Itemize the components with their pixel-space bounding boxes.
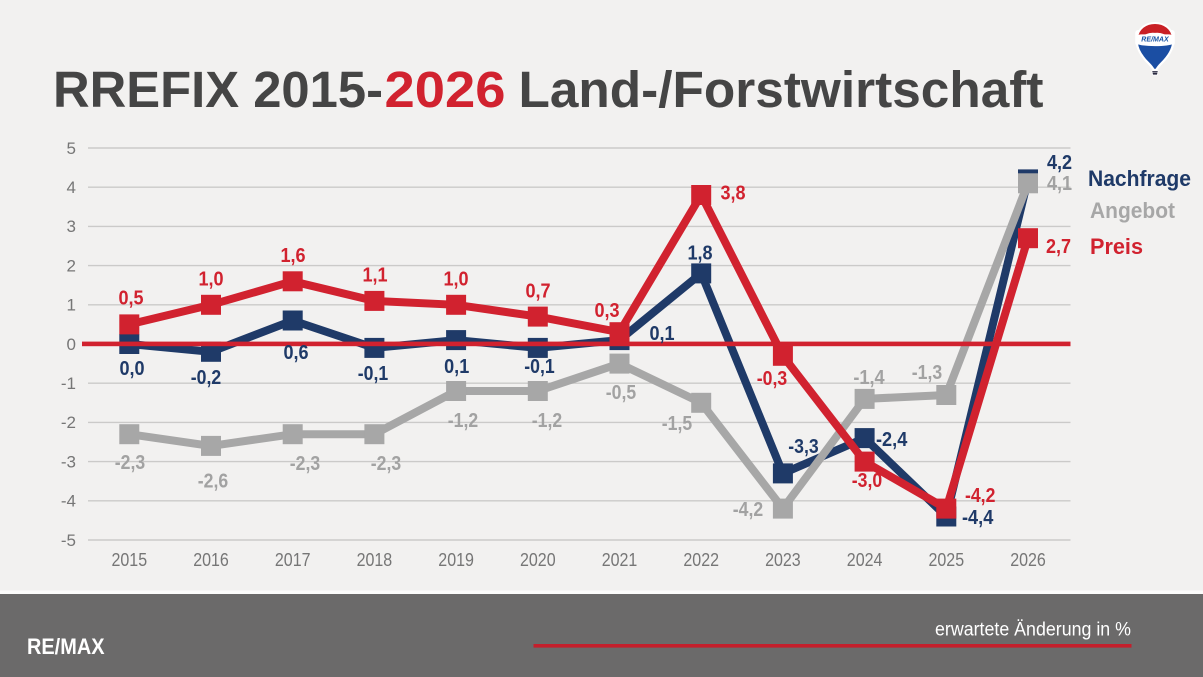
svg-text:2022: 2022	[683, 550, 719, 570]
svg-text:-0,3: -0,3	[757, 368, 787, 390]
svg-text:-1,3: -1,3	[912, 362, 942, 384]
svg-text:-3,0: -3,0	[852, 470, 882, 492]
svg-text:-1,5: -1,5	[662, 413, 692, 435]
svg-text:4,2: 4,2	[1047, 152, 1072, 174]
svg-text:2: 2	[67, 256, 76, 275]
svg-text:2020: 2020	[520, 550, 556, 570]
svg-text:3,8: 3,8	[721, 183, 746, 205]
svg-text:Preis: Preis	[1090, 234, 1143, 259]
svg-text:2,7: 2,7	[1046, 236, 1071, 258]
svg-text:2015: 2015	[112, 550, 148, 570]
svg-text:-1,2: -1,2	[532, 410, 562, 432]
svg-text:2026: 2026	[385, 61, 506, 118]
svg-text:1,8: 1,8	[687, 243, 712, 265]
svg-text:-2: -2	[61, 413, 76, 432]
svg-text:-0,1: -0,1	[524, 356, 554, 378]
svg-text:-4,2: -4,2	[965, 485, 995, 507]
svg-text:Nachfrage: Nachfrage	[1088, 166, 1191, 191]
svg-text:0: 0	[67, 335, 76, 354]
svg-text:2024: 2024	[847, 550, 883, 570]
svg-text:2023: 2023	[765, 550, 801, 570]
svg-text:1: 1	[67, 296, 76, 315]
svg-text:-3: -3	[61, 452, 76, 471]
svg-text:1,0: 1,0	[198, 269, 223, 291]
svg-text:2017: 2017	[275, 550, 311, 570]
svg-text:3: 3	[67, 217, 76, 236]
svg-text:0,6: 0,6	[283, 342, 308, 364]
svg-text:1,1: 1,1	[362, 265, 387, 287]
svg-text:-0,2: -0,2	[191, 367, 221, 389]
svg-text:-1,2: -1,2	[448, 410, 478, 432]
svg-text:RREFIX 2015-: RREFIX 2015-	[53, 61, 383, 118]
svg-text:2018: 2018	[357, 550, 393, 570]
svg-text:-2,6: -2,6	[198, 471, 228, 493]
svg-text:0,5: 0,5	[118, 288, 143, 310]
svg-text:-3,3: -3,3	[788, 436, 818, 458]
svg-text:-4,4: -4,4	[962, 507, 994, 529]
svg-text:-4,2: -4,2	[733, 499, 763, 521]
svg-text:2016: 2016	[193, 550, 229, 570]
svg-text:-0,1: -0,1	[358, 363, 388, 385]
svg-text:2026: 2026	[1010, 550, 1046, 570]
svg-text:4: 4	[67, 178, 76, 197]
svg-text:-5: -5	[61, 531, 76, 550]
svg-text:-2,3: -2,3	[115, 452, 145, 474]
svg-text:-2,3: -2,3	[371, 453, 401, 475]
svg-text:-1: -1	[61, 374, 76, 393]
svg-text:-2,3: -2,3	[290, 453, 320, 475]
svg-text:-2,4: -2,4	[876, 429, 908, 451]
svg-text:RE/MAX: RE/MAX	[1141, 35, 1170, 44]
svg-text:1,0: 1,0	[443, 269, 468, 291]
svg-text:0,1: 0,1	[444, 356, 469, 378]
svg-text:Angebot: Angebot	[1090, 198, 1176, 223]
svg-text:2021: 2021	[602, 550, 638, 570]
svg-text:-1,4: -1,4	[853, 367, 885, 389]
svg-text:0,7: 0,7	[525, 281, 550, 303]
svg-text:5: 5	[67, 139, 76, 158]
svg-text:4,1: 4,1	[1047, 173, 1072, 195]
svg-text:-0,5: -0,5	[606, 382, 636, 404]
svg-text:0,3: 0,3	[594, 300, 619, 322]
svg-text:0,1: 0,1	[649, 323, 674, 345]
svg-text:RE/MAX: RE/MAX	[27, 634, 105, 659]
svg-text:erwartete Änderung in %: erwartete Änderung in %	[935, 620, 1131, 641]
svg-text:0,0: 0,0	[119, 358, 144, 380]
svg-text:2025: 2025	[929, 550, 965, 570]
svg-text:Land-/Forstwirtschaft: Land-/Forstwirtschaft	[519, 61, 1044, 118]
svg-text:1,6: 1,6	[280, 245, 305, 267]
svg-text:-4: -4	[61, 492, 76, 511]
svg-text:2019: 2019	[438, 550, 474, 570]
